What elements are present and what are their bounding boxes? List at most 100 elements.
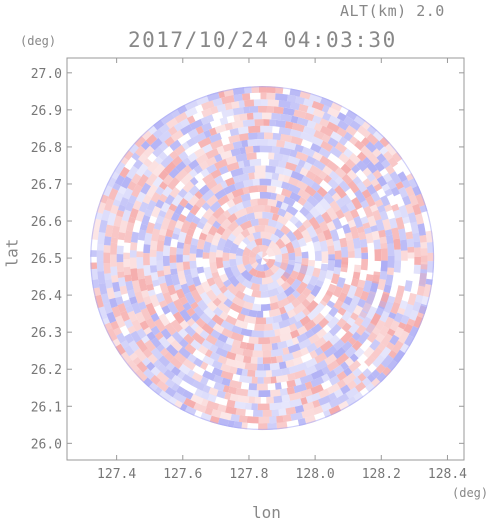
radar-cell: [244, 145, 254, 154]
radar-cell: [362, 156, 371, 166]
radar-cell: [361, 302, 372, 314]
radar-cell: [234, 353, 245, 363]
radar-cell: [169, 246, 177, 256]
radar-cell: [151, 228, 161, 242]
radar-cell: [425, 278, 433, 286]
radar-cell: [289, 270, 300, 280]
radar-cell: [310, 284, 322, 298]
radar-cell: [222, 246, 231, 254]
radar-cell: [262, 409, 272, 417]
radar-cell: [256, 383, 268, 391]
radar-cell: [115, 296, 124, 306]
radar-cell: [191, 372, 204, 383]
y-tick-label: 26.6: [31, 215, 62, 230]
radar-cell: [254, 370, 267, 378]
radar-cell: [158, 151, 168, 161]
radar-cell: [270, 389, 281, 397]
radar-cell: [215, 347, 229, 358]
radar-cell: [268, 159, 280, 167]
radar-cell: [248, 172, 255, 180]
radar-cell: [236, 367, 243, 376]
radar-cell: [337, 291, 348, 303]
radar-cell: [181, 141, 190, 151]
radar-cell: [119, 166, 130, 179]
radar-cell: [200, 376, 209, 386]
radar-cell: [224, 177, 236, 187]
radar-cell: [162, 291, 173, 305]
radar-cell: [310, 369, 325, 381]
radar-cell: [248, 105, 259, 114]
radar-cell: [269, 301, 280, 311]
radar-cell: [257, 357, 263, 364]
radar-cell: [179, 296, 189, 306]
radar-cell: [311, 235, 320, 243]
radar-cell: [269, 402, 282, 411]
radar-cell: [184, 234, 193, 245]
radar-cell: [354, 316, 364, 327]
radar-cell: [188, 194, 200, 207]
radar-cell: [177, 370, 186, 380]
radar-cell: [158, 336, 171, 349]
radar-cell: [296, 117, 309, 127]
radar-cell: [346, 380, 358, 391]
radar-cell: [336, 127, 348, 138]
radar-cell: [113, 215, 123, 228]
radar-cell: [379, 325, 390, 337]
radar-cell: [230, 265, 242, 279]
radar-cell: [224, 392, 232, 400]
radar-cell: [185, 211, 196, 223]
radar-cell: [110, 254, 117, 267]
radar-cell: [327, 187, 337, 197]
radar-cell: [145, 361, 156, 372]
radar-cell: [205, 156, 217, 167]
radar-cell: [310, 143, 322, 154]
radar-cell: [301, 408, 315, 419]
radar-cell: [289, 101, 301, 111]
radar-cell: [228, 366, 238, 375]
radar-cell: [310, 323, 323, 335]
radar-cell: [210, 105, 219, 115]
radar-cell: [335, 197, 346, 208]
radar-cell: [366, 373, 376, 383]
radar-cell: [291, 238, 301, 249]
radar-cell: [287, 372, 296, 381]
radar-cell: [256, 310, 264, 318]
radar-cell: [347, 336, 357, 346]
radar-cell: [336, 370, 348, 382]
radar-cell: [215, 257, 224, 269]
radar-cell: [281, 188, 293, 198]
radar-cell: [312, 151, 323, 162]
radar-cell: [353, 305, 364, 316]
radar-cell: [306, 283, 315, 292]
radar-cell: [202, 252, 210, 259]
radar-cell: [312, 312, 325, 325]
radar-cell: [119, 197, 129, 207]
radar-cell: [188, 185, 200, 196]
radar-cell: [380, 291, 390, 303]
radar-cell: [264, 268, 275, 278]
radar-cell: [121, 209, 132, 222]
radar-cell: [370, 312, 382, 326]
radar-cell: [222, 142, 235, 153]
radar-cell: [115, 315, 126, 329]
x-tick-label: 128.0: [296, 467, 335, 482]
radar-cell: [200, 116, 210, 125]
radar-cell: [242, 186, 250, 195]
radar-cell: [266, 396, 274, 404]
radar-cell: [334, 185, 347, 199]
radar-cell: [419, 269, 428, 280]
radar-cell: [403, 303, 414, 318]
radar-cell: [392, 349, 406, 364]
radar-cell: [346, 169, 358, 181]
radar-cell: [236, 263, 247, 274]
radar-cell: [158, 313, 171, 327]
radar-cell: [301, 146, 316, 158]
radar-cell: [361, 189, 372, 199]
radar-cell: [271, 172, 280, 181]
radar-cell: [289, 149, 298, 158]
radar-cell: [278, 100, 292, 109]
radar-cell: [199, 291, 212, 306]
radar-cell: [152, 176, 164, 188]
radar-cell: [224, 102, 233, 111]
radar-cell: [343, 131, 353, 142]
